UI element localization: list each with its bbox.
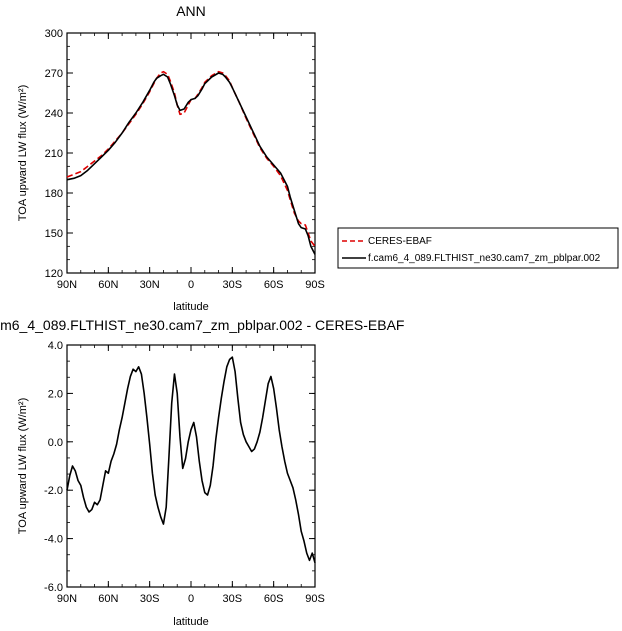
y-tick-label: -2.0 [44,485,63,497]
y-tick-label: 150 [45,228,63,240]
legend-label-model: f.cam6_4_089.FLTHIST_ne30.cam7_zm_pblpar… [368,253,601,264]
top-x-axis-label: latitude [173,301,208,313]
bottom-x-axis: 90N 60N 30S 0 30S 60S 90S [57,345,325,605]
bottom-series-lines [66,356,316,564]
series-line-f-cam6-4-089-flthist-ne30-cam7-zm-pblpar-002 [66,72,316,255]
x-tick-label: 0 [188,593,194,605]
top-y-axis: 120 150 180 210 240 270 300 [45,28,315,280]
top-panel: ANN 120 150 180 210 240 270 300 90N 60N 30N 0 30S 6… [17,3,325,313]
x-tick-label: 90N [57,279,77,291]
x-tick-label: 30S [223,279,243,291]
x-tick-label: 30N [140,279,160,291]
x-tick-label: 90N [57,593,77,605]
bottom-chart-title: f.cam6_4_089.FLTHIST_ne30.cam7_zm_pblpar… [0,317,404,333]
y-tick-label: -6.0 [44,582,63,594]
y-tick-label: 2.0 [48,388,63,400]
top-chart-title: ANN [176,3,206,19]
bottom-panel: f.cam6_4_089.FLTHIST_ne30.cam7_zm_pblpar… [0,317,404,628]
top-y-axis-label: TOA upward LW flux (W/m²) [17,85,29,222]
x-tick-label: 60N [98,593,118,605]
top-x-axis: 90N 60N 30N 0 30S 60S 90S [57,33,325,291]
y-tick-label: 270 [45,68,63,80]
x-tick-label: 90S [305,593,325,605]
top-plot-frame [66,32,316,274]
legend-box [337,227,619,269]
y-tick-label: 300 [45,28,63,40]
y-tick-label: 0.0 [48,437,63,449]
y-tick-label: -4.0 [44,534,63,546]
bottom-y-axis: -6.0 -4.0 -2.0 0.0 2.0 4.0 [44,340,315,594]
x-tick-label: 60S [264,593,284,605]
x-tick-label: 30S [223,593,243,605]
bottom-x-axis-label: latitude [173,616,208,628]
x-tick-label: 90S [305,279,325,291]
top-series-lines [66,70,316,255]
x-tick-label: 0 [188,279,194,291]
series-line-difference [66,356,316,564]
x-tick-label: 30S [140,593,160,605]
legend-label-ceres: CERES-EBAF [368,236,432,247]
series-line-ceres-ebaf [66,70,316,247]
y-tick-label: 4.0 [48,340,63,352]
y-tick-label: 180 [45,188,63,200]
y-tick-label: 120 [45,268,63,280]
bottom-plot-frame [66,344,316,588]
y-tick-label: 240 [45,108,63,120]
x-tick-label: 60N [98,279,118,291]
bottom-y-axis-label: TOA upward LW flux (W/m²) [17,398,29,535]
y-tick-label: 210 [45,148,63,160]
x-tick-label: 60S [264,279,284,291]
legend: CERES-EBAF f.cam6_4_089.FLTHIST_ne30.cam… [337,227,619,269]
